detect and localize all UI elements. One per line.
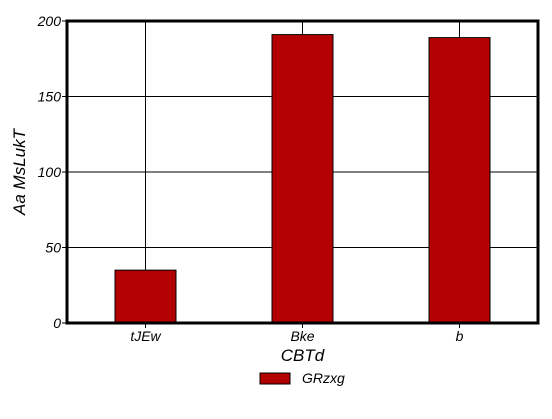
y-tick-label: 100 [38,164,62,180]
y-tick-label: 200 [37,13,62,29]
bar-series [114,34,491,324]
y-axis-ticks: 0 50 100 150 200 [37,13,67,331]
y-tick-label: 150 [38,89,62,105]
legend-label: GRzxg [302,370,345,386]
bar-Bke [271,34,334,324]
legend-swatch [259,372,291,385]
x-tick-label: b [456,328,464,344]
bar-tJEw [114,269,177,324]
y-tick-label: 50 [45,240,61,256]
y-tick-label: 0 [53,315,61,331]
y-axis-label: Aa MsLukT [10,127,29,216]
legend: GRzxg [259,370,345,386]
x-tick-label: Bke [290,328,314,344]
x-axis-label: CBTd [281,346,325,365]
x-axis-ticks: tJEw Bke b [130,323,464,344]
x-tick-label: tJEw [130,328,161,344]
bar-b [428,37,491,324]
